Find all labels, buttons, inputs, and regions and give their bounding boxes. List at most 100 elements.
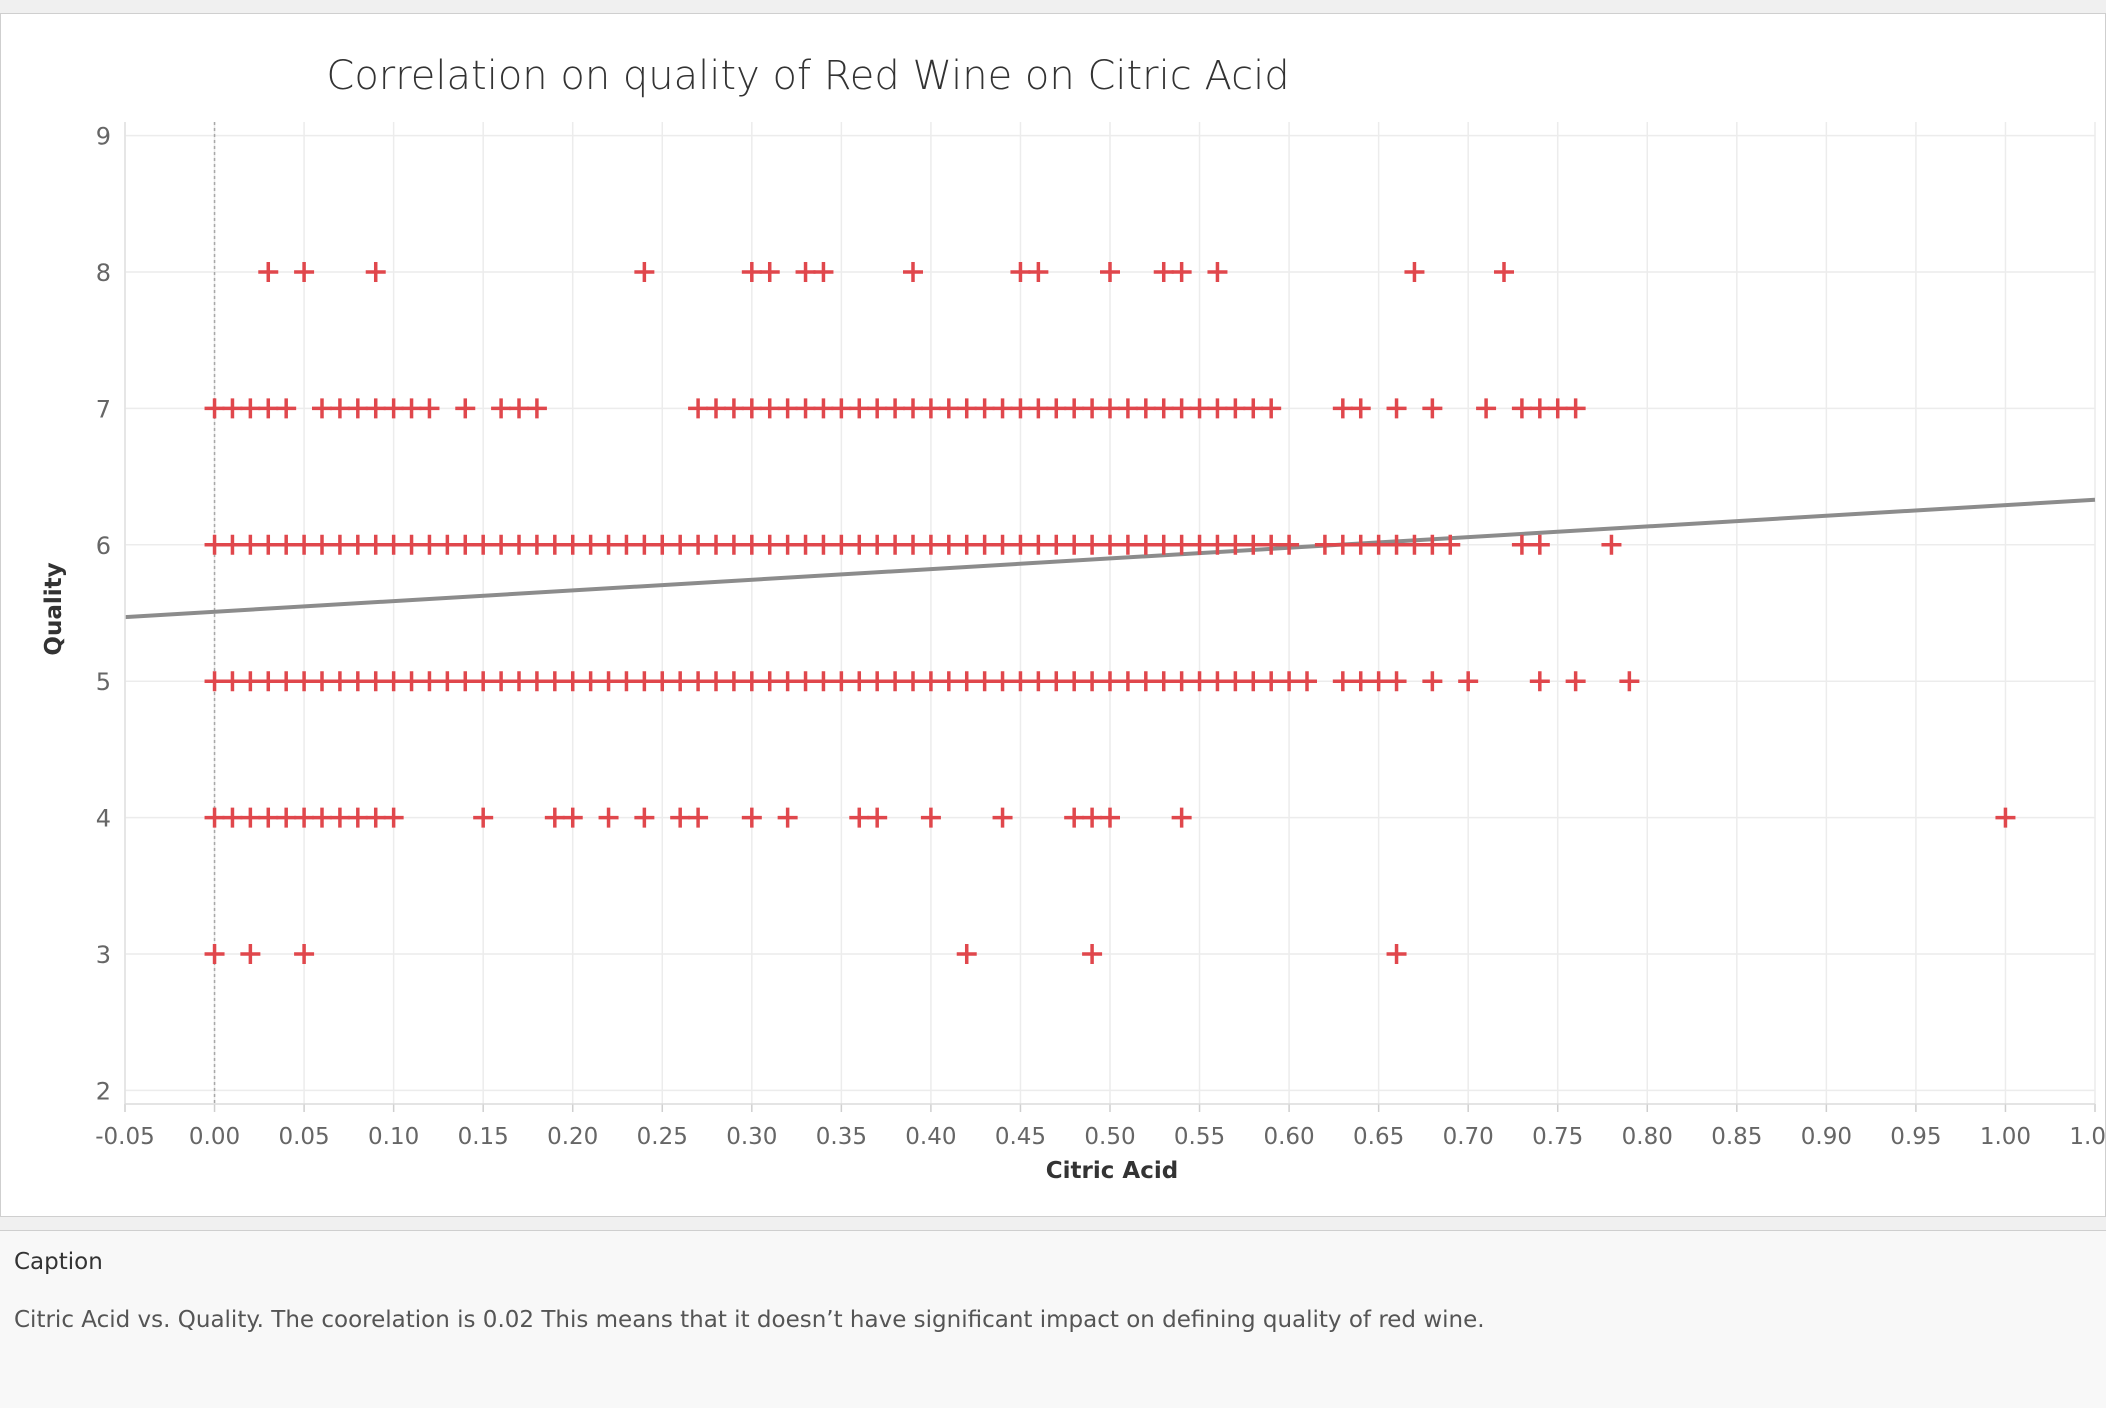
data-point[interactable] xyxy=(1100,671,1120,692)
data-point[interactable] xyxy=(258,534,279,555)
data-point[interactable] xyxy=(294,262,315,283)
data-point[interactable] xyxy=(759,534,780,555)
data-point[interactable] xyxy=(294,943,315,964)
data-point[interactable] xyxy=(1117,534,1138,555)
data-point[interactable] xyxy=(903,398,923,419)
data-point[interactable] xyxy=(1368,534,1389,555)
data-point[interactable] xyxy=(240,534,261,555)
data-point[interactable] xyxy=(1225,671,1246,692)
data-point[interactable] xyxy=(1171,807,1192,828)
data-point[interactable] xyxy=(616,671,637,692)
data-point[interactable] xyxy=(1601,534,1622,555)
data-point[interactable] xyxy=(688,807,709,828)
data-point[interactable] xyxy=(526,398,547,419)
data-point[interactable] xyxy=(1082,398,1103,419)
data-point[interactable] xyxy=(777,398,798,419)
data-point[interactable] xyxy=(1332,671,1353,692)
data-point[interactable] xyxy=(491,671,512,692)
data-point[interactable] xyxy=(258,262,279,283)
data-point[interactable] xyxy=(903,671,923,692)
data-point[interactable] xyxy=(813,671,834,692)
data-point[interactable] xyxy=(419,671,440,692)
data-point[interactable] xyxy=(347,534,368,555)
data-point[interactable] xyxy=(974,398,995,419)
data-point[interactable] xyxy=(1153,671,1174,692)
data-point[interactable] xyxy=(1153,534,1174,555)
data-point[interactable] xyxy=(562,671,583,692)
data-point[interactable] xyxy=(795,671,816,692)
data-point[interactable] xyxy=(938,534,959,555)
data-point[interactable] xyxy=(867,807,888,828)
data-point[interactable] xyxy=(1028,534,1049,555)
data-point[interactable] xyxy=(920,671,941,692)
data-point[interactable] xyxy=(258,671,279,692)
data-point[interactable] xyxy=(329,807,350,828)
data-point[interactable] xyxy=(580,671,601,692)
data-point[interactable] xyxy=(580,534,601,555)
data-point[interactable] xyxy=(1422,671,1443,692)
data-point[interactable] xyxy=(1135,398,1156,419)
data-point[interactable] xyxy=(741,262,762,283)
data-point[interactable] xyxy=(670,671,691,692)
data-point[interactable] xyxy=(312,534,332,555)
data-point[interactable] xyxy=(401,671,422,692)
data-point[interactable] xyxy=(616,534,637,555)
data-point[interactable] xyxy=(1565,398,1586,419)
data-point[interactable] xyxy=(1404,534,1425,555)
data-point[interactable] xyxy=(1100,262,1120,283)
data-point[interactable] xyxy=(222,398,243,419)
data-point[interactable] xyxy=(347,671,368,692)
data-point[interactable] xyxy=(1995,807,2016,828)
data-point[interactable] xyxy=(1476,398,1497,419)
data-point[interactable] xyxy=(688,671,709,692)
data-point[interactable] xyxy=(1332,534,1353,555)
data-point[interactable] xyxy=(670,807,691,828)
data-point[interactable] xyxy=(1494,262,1514,283)
data-point[interactable] xyxy=(723,398,744,419)
data-point[interactable] xyxy=(974,671,995,692)
data-point[interactable] xyxy=(1189,398,1210,419)
data-point[interactable] xyxy=(294,671,315,692)
data-point[interactable] xyxy=(329,671,350,692)
data-point[interactable] xyxy=(1422,398,1443,419)
data-point[interactable] xyxy=(419,534,440,555)
data-point[interactable] xyxy=(276,534,297,555)
data-point[interactable] xyxy=(329,398,350,419)
data-point[interactable] xyxy=(885,398,906,419)
data-point[interactable] xyxy=(1153,398,1174,419)
data-point[interactable] xyxy=(204,943,225,964)
data-point[interactable] xyxy=(347,398,368,419)
data-point[interactable] xyxy=(992,671,1013,692)
data-point[interactable] xyxy=(562,807,583,828)
data-point[interactable] xyxy=(1082,671,1103,692)
data-point[interactable] xyxy=(1171,398,1192,419)
data-point[interactable] xyxy=(1046,671,1067,692)
data-point[interactable] xyxy=(885,671,906,692)
data-point[interactable] xyxy=(652,671,673,692)
data-point[interactable] xyxy=(526,534,547,555)
data-point[interactable] xyxy=(1243,398,1264,419)
data-point[interactable] xyxy=(544,671,565,692)
data-point[interactable] xyxy=(1386,534,1407,555)
data-point[interactable] xyxy=(1100,534,1120,555)
data-point[interactable] xyxy=(849,398,870,419)
data-point[interactable] xyxy=(795,262,816,283)
data-point[interactable] xyxy=(401,398,422,419)
data-point[interactable] xyxy=(956,398,977,419)
data-point[interactable] xyxy=(204,534,225,555)
data-point[interactable] xyxy=(634,807,655,828)
data-point[interactable] xyxy=(544,807,565,828)
data-point[interactable] xyxy=(222,534,243,555)
data-point[interactable] xyxy=(419,398,440,419)
data-point[interactable] xyxy=(598,534,619,555)
data-point[interactable] xyxy=(795,398,816,419)
data-point[interactable] xyxy=(867,534,888,555)
data-point[interactable] xyxy=(276,807,297,828)
data-point[interactable] xyxy=(688,534,709,555)
data-point[interactable] xyxy=(956,534,977,555)
data-point[interactable] xyxy=(992,534,1013,555)
data-point[interactable] xyxy=(401,534,422,555)
data-point[interactable] xyxy=(365,534,386,555)
data-point[interactable] xyxy=(867,671,888,692)
data-point[interactable] xyxy=(365,262,386,283)
